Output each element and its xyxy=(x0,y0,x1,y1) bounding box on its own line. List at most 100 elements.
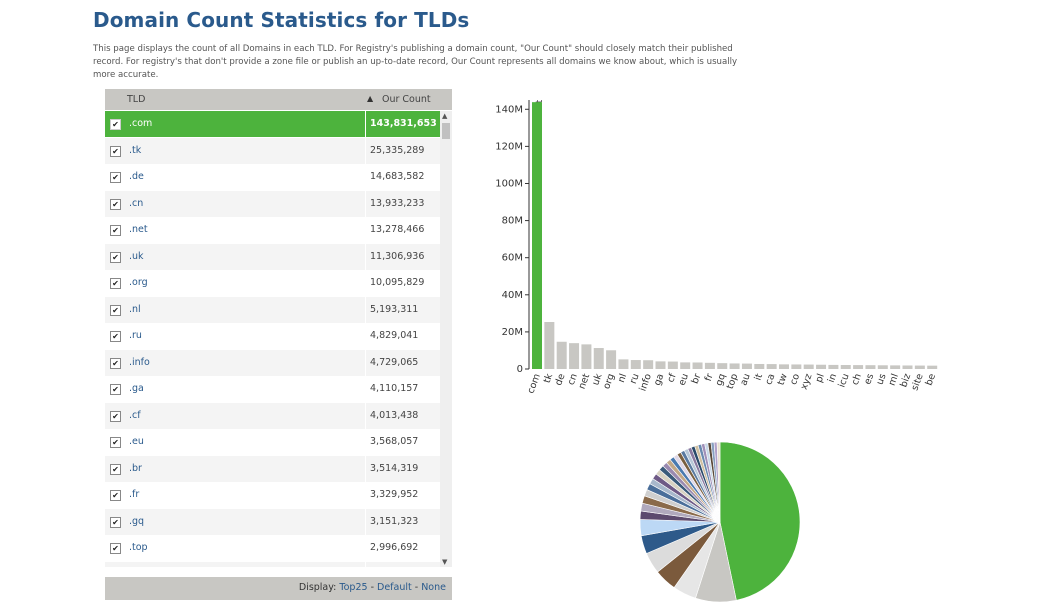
table-row[interactable]: ✔ .ru 4,829,041 xyxy=(105,323,440,349)
bar xyxy=(865,365,876,369)
row-checkbox[interactable]: ✔ xyxy=(110,543,121,554)
bar xyxy=(643,360,654,369)
row-tld[interactable]: .com xyxy=(129,118,153,129)
column-divider xyxy=(365,402,366,429)
row-checkbox[interactable]: ✔ xyxy=(110,410,121,422)
row-tld[interactable]: .uk xyxy=(129,250,144,262)
row-tld[interactable]: .info xyxy=(129,356,150,368)
row-checkbox[interactable]: ✔ xyxy=(110,119,121,130)
row-tld[interactable]: .eu xyxy=(129,436,144,447)
row-checkbox[interactable]: ✔ xyxy=(110,437,121,448)
x-tick-label: org xyxy=(601,372,617,390)
row-count: 14,683,582 xyxy=(370,171,425,182)
bar xyxy=(680,362,691,369)
bar xyxy=(729,363,740,369)
bar xyxy=(569,343,580,369)
x-tick-label: ga xyxy=(652,372,666,387)
column-divider xyxy=(365,243,366,270)
table-row[interactable]: ✔ .uk 11,306,936 xyxy=(105,243,440,270)
table-row[interactable]: ✔ .br 3,514,319 xyxy=(105,455,440,482)
column-divider xyxy=(365,376,366,402)
row-tld[interactable]: .cn xyxy=(129,197,144,209)
row-checkbox[interactable]: ✔ xyxy=(110,384,121,395)
table-row[interactable]: ✔ .gq 3,151,323 xyxy=(105,508,440,535)
x-tick-label: pl xyxy=(814,372,827,384)
table-row[interactable]: ✔ .ga 4,110,157 xyxy=(105,376,440,402)
display-none-link[interactable]: None xyxy=(421,582,446,593)
pie-slice xyxy=(716,441,721,523)
table-row[interactable]: ✔ .com 143,831,653 xyxy=(105,111,440,137)
row-checkbox[interactable]: ✔ xyxy=(110,304,121,316)
row-tld[interactable]: .top xyxy=(129,542,148,553)
row-checkbox[interactable]: ✔ xyxy=(110,463,121,475)
row-tld[interactable]: .net xyxy=(129,224,148,235)
x-tick-label: us xyxy=(875,372,889,386)
row-checkbox[interactable]: ✔ xyxy=(110,251,121,263)
display-default-link[interactable]: Default xyxy=(377,582,412,593)
column-header-our-count[interactable]: Our Count xyxy=(382,94,431,105)
column-divider xyxy=(365,137,366,164)
table-row[interactable]: ✔.au2,921,960 xyxy=(105,561,440,567)
table-row[interactable]: ✔ .top 2,996,692 xyxy=(105,535,440,561)
row-tld[interactable]: .tk xyxy=(129,144,142,156)
table-row[interactable]: ✔ .cn 13,933,233 xyxy=(105,190,440,217)
table-row[interactable]: ✔ .info 4,729,065 xyxy=(105,349,440,376)
table-row[interactable]: ✔ .tk 25,335,289 xyxy=(105,137,440,164)
row-tld[interactable]: .fr xyxy=(129,489,140,500)
row-checkbox[interactable]: ✔ xyxy=(110,145,121,157)
scroll-down-arrow-icon[interactable]: ▼ xyxy=(442,558,448,566)
x-tick-label: com xyxy=(526,372,543,395)
x-tick-label: br xyxy=(690,372,704,385)
scroll-thumb[interactable] xyxy=(442,123,450,139)
bar xyxy=(556,341,567,369)
bar xyxy=(766,364,777,369)
x-tick-label: gq xyxy=(714,372,728,387)
column-header-tld[interactable]: TLD xyxy=(127,94,146,105)
bar xyxy=(877,365,888,369)
table-row[interactable]: ✔ .org 10,095,829 xyxy=(105,270,440,296)
row-checkbox[interactable]: ✔ xyxy=(110,516,121,528)
sort-icon[interactable]: ▲︎ xyxy=(367,94,374,103)
row-tld[interactable]: .ru xyxy=(129,330,142,341)
table-row[interactable]: ✔ .de 14,683,582 xyxy=(105,164,440,190)
y-tick-label: 140M xyxy=(495,104,523,115)
bar xyxy=(853,365,864,369)
bar xyxy=(816,364,827,369)
row-count: 4,013,438 xyxy=(370,409,419,421)
x-tick-label: de xyxy=(553,372,567,387)
row-checkbox[interactable]: ✔ xyxy=(110,198,121,210)
row-checkbox[interactable]: ✔ xyxy=(110,278,121,289)
display-top25-link[interactable]: Top25 xyxy=(339,582,368,593)
row-checkbox[interactable]: ✔ xyxy=(110,357,121,369)
row-checkbox[interactable]: ✔ xyxy=(110,172,121,183)
row-tld[interactable]: .nl xyxy=(129,303,141,315)
table-row[interactable]: ✔ .nl 5,193,311 xyxy=(105,296,440,323)
bar xyxy=(667,361,678,369)
row-tld[interactable]: .cf xyxy=(129,409,141,421)
x-tick-label: ml xyxy=(887,372,901,387)
table-row[interactable]: ✔ .net 13,278,466 xyxy=(105,217,440,243)
row-checkbox[interactable]: ✔ xyxy=(110,490,121,501)
row-checkbox[interactable]: ✔ xyxy=(110,225,121,236)
table-row[interactable]: ✔ .eu 3,568,057 xyxy=(105,429,440,455)
scroll-up-arrow-icon[interactable]: ▲ xyxy=(442,112,448,120)
x-tick-label: ca xyxy=(763,372,777,386)
bar xyxy=(532,102,542,370)
table-row[interactable]: ✔ .fr 3,329,952 xyxy=(105,482,440,508)
column-divider xyxy=(365,190,366,217)
x-tick-label: es xyxy=(862,372,876,386)
separator: - xyxy=(367,582,378,593)
x-tick-label: uk xyxy=(590,372,604,387)
row-tld[interactable]: .ga xyxy=(129,383,144,394)
bar xyxy=(927,365,938,369)
x-tick-label: cn xyxy=(566,372,580,386)
row-tld[interactable]: .gq xyxy=(129,515,145,527)
tld-table: TLD ▲︎ Our Count ✔ .com 143,831,653 ✔ .tk 25,… xyxy=(105,89,452,603)
row-tld[interactable]: .org xyxy=(129,277,148,288)
row-checkbox[interactable]: ✔ xyxy=(110,331,121,342)
row-tld[interactable]: .de xyxy=(129,171,144,182)
row-tld[interactable]: .br xyxy=(129,462,142,474)
table-row[interactable]: ✔ .cf 4,013,438 xyxy=(105,402,440,429)
table-scrollbar[interactable]: ▲ ▼ xyxy=(440,111,452,567)
column-divider xyxy=(365,111,366,137)
